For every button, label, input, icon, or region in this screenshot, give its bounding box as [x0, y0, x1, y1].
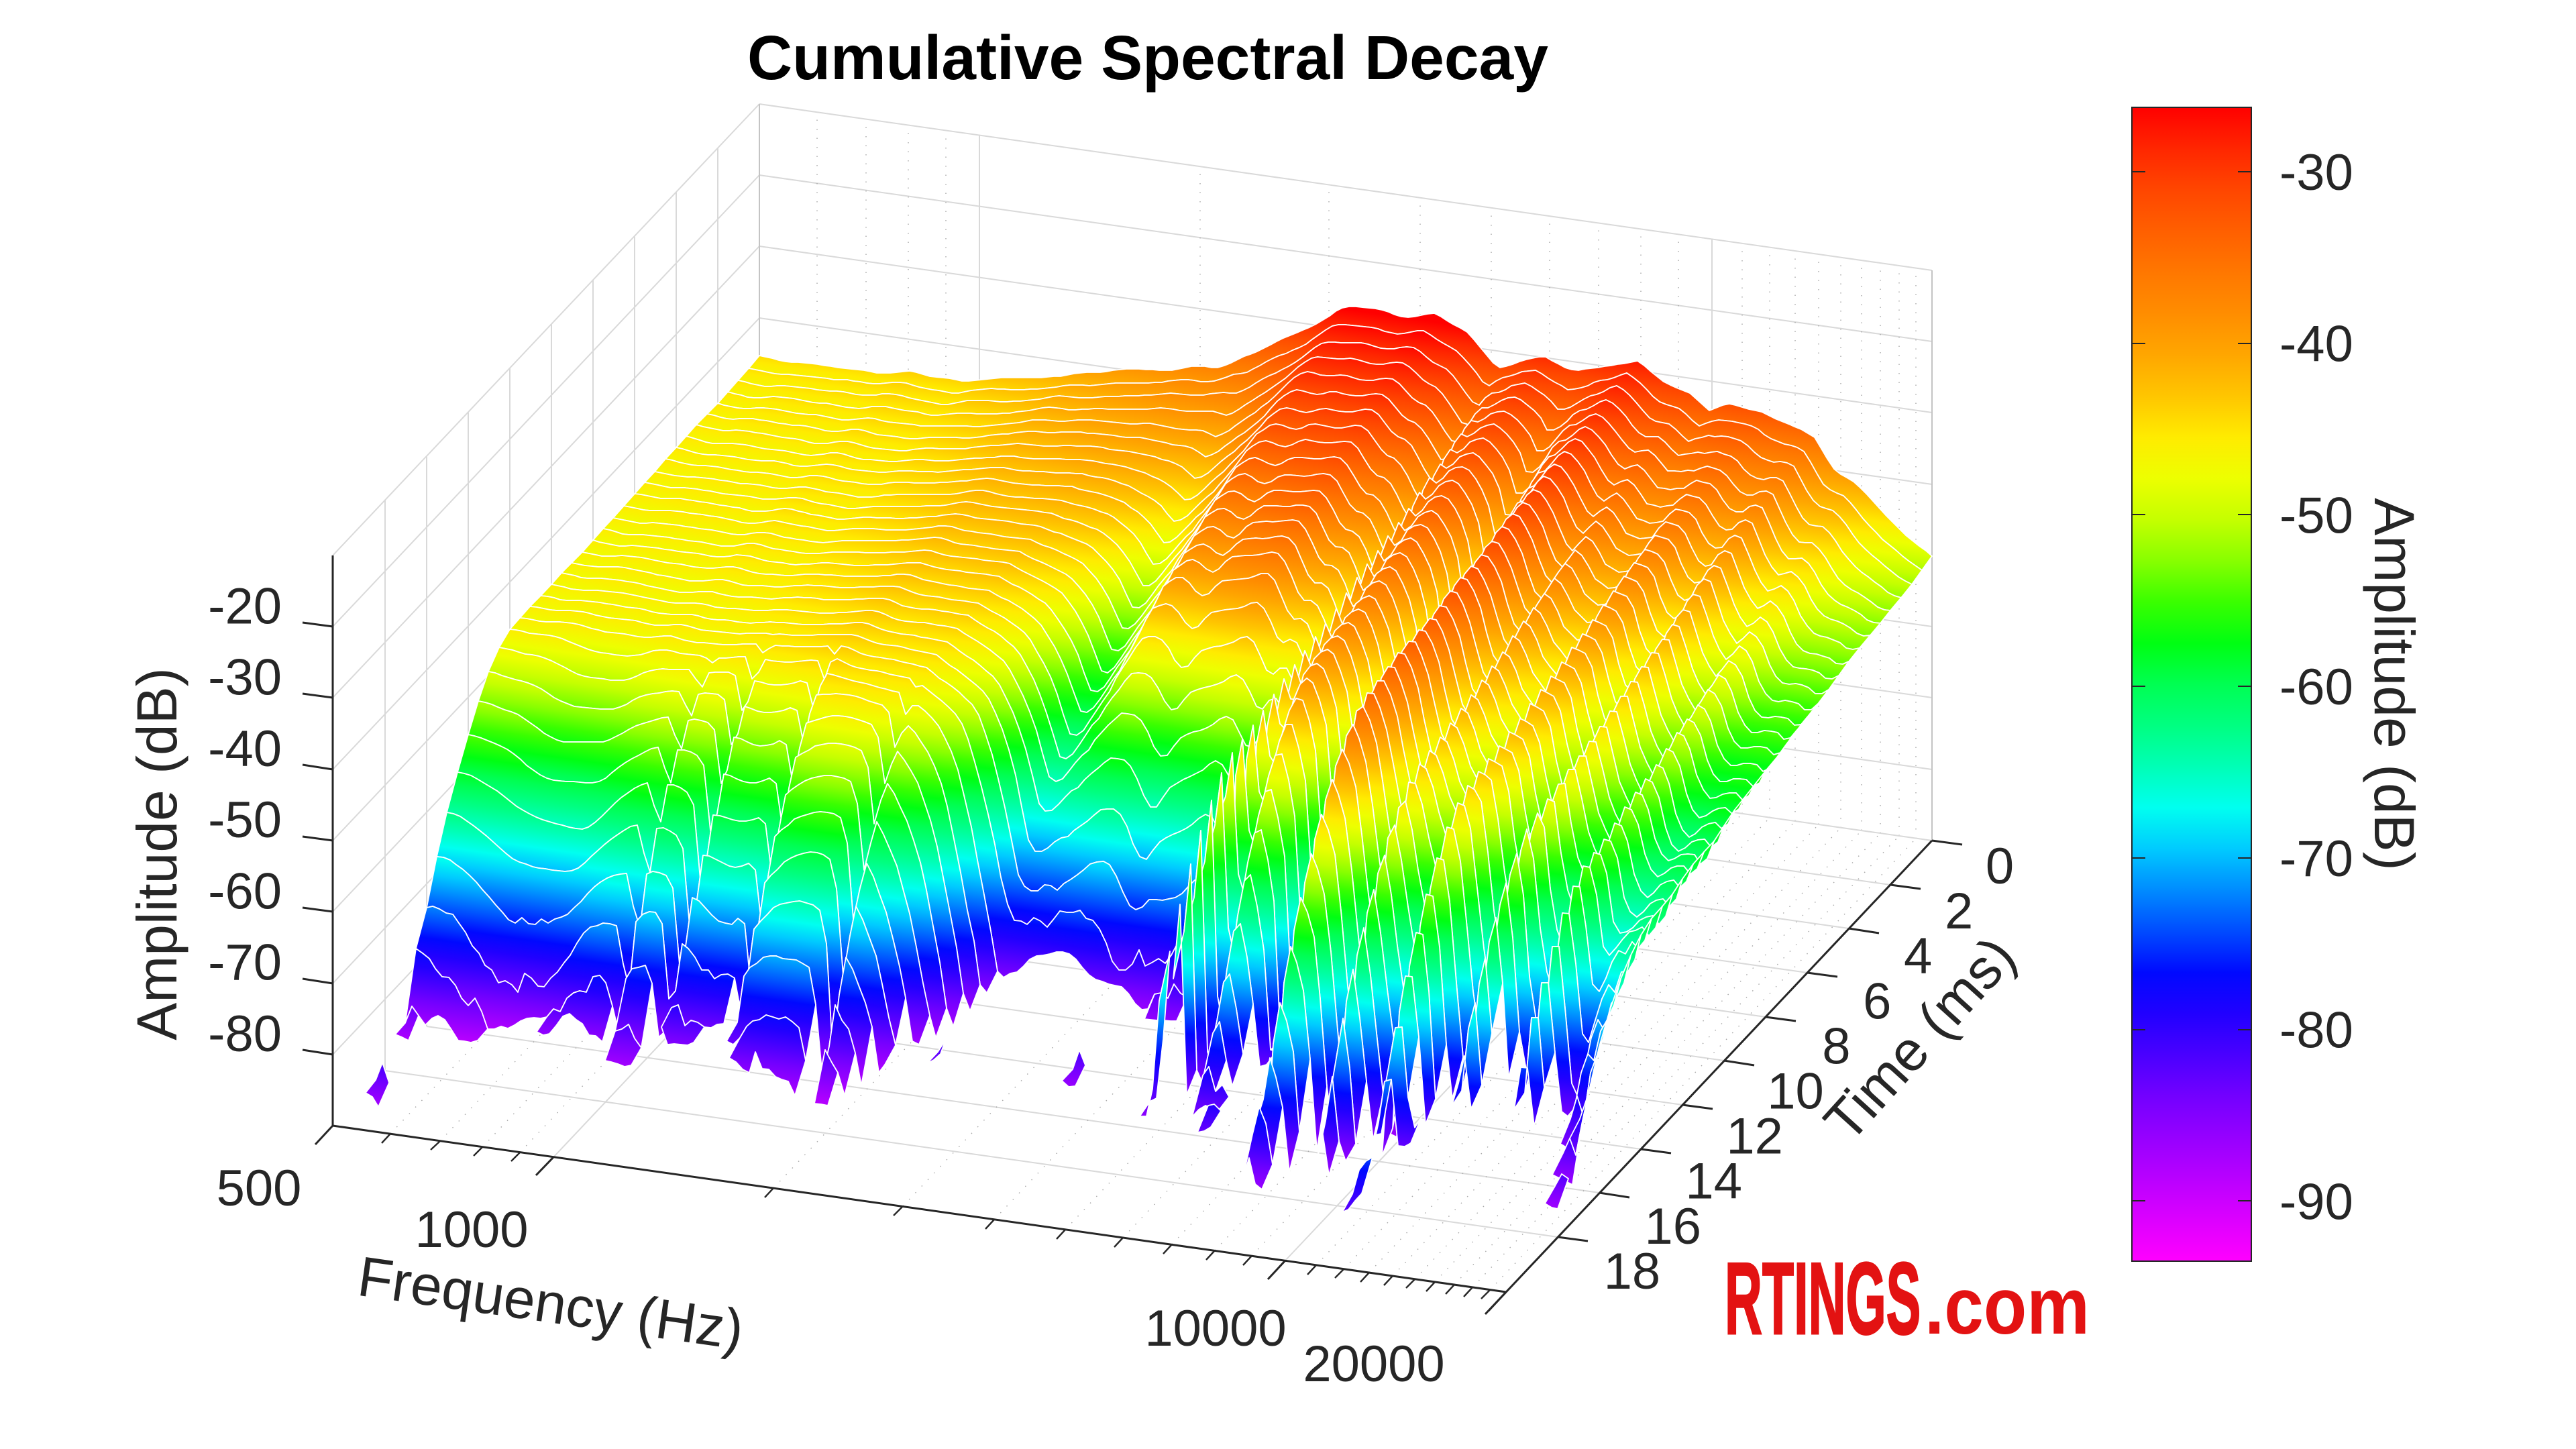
- svg-text:-20: -20: [208, 578, 282, 635]
- svg-text:-70: -70: [208, 934, 282, 991]
- svg-text:-30: -30: [2279, 144, 2353, 201]
- svg-text:Cumulative Spectral Decay: Cumulative Spectral Decay: [747, 23, 1548, 93]
- svg-text:Amplitude (dB): Amplitude (dB): [2363, 498, 2426, 871]
- svg-text:10: 10: [1767, 1063, 1824, 1120]
- svg-text:2: 2: [1945, 883, 1973, 940]
- svg-text:12: 12: [1726, 1108, 1783, 1165]
- svg-text:-90: -90: [2279, 1173, 2353, 1230]
- svg-text:-50: -50: [208, 792, 282, 849]
- svg-text:-80: -80: [2279, 1002, 2353, 1059]
- svg-text:Amplitude (dB): Amplitude (dB): [125, 667, 189, 1040]
- svg-text:-70: -70: [2279, 830, 2353, 888]
- svg-text:.com: .com: [1925, 1261, 2090, 1351]
- svg-text:18: 18: [1604, 1243, 1661, 1300]
- svg-text:RTINGS: RTINGS: [1725, 1242, 1921, 1356]
- svg-text:8: 8: [1822, 1018, 1850, 1075]
- svg-text:0: 0: [1986, 838, 2014, 895]
- svg-text:-40: -40: [2279, 316, 2353, 373]
- svg-text:-50: -50: [2279, 487, 2353, 544]
- svg-text:4: 4: [1904, 928, 1932, 985]
- svg-text:-60: -60: [208, 863, 282, 920]
- svg-text:6: 6: [1863, 973, 1891, 1030]
- svg-text:-30: -30: [208, 649, 282, 706]
- svg-text:16: 16: [1645, 1198, 1702, 1255]
- svg-text:-60: -60: [2279, 659, 2353, 716]
- svg-text:500: 500: [217, 1160, 302, 1217]
- svg-text:1000: 1000: [415, 1201, 528, 1258]
- svg-text:-40: -40: [208, 720, 282, 777]
- svg-text:10000: 10000: [1144, 1300, 1286, 1357]
- svg-text:-80: -80: [208, 1006, 282, 1063]
- svg-text:20000: 20000: [1303, 1336, 1444, 1393]
- svg-text:14: 14: [1685, 1153, 1742, 1210]
